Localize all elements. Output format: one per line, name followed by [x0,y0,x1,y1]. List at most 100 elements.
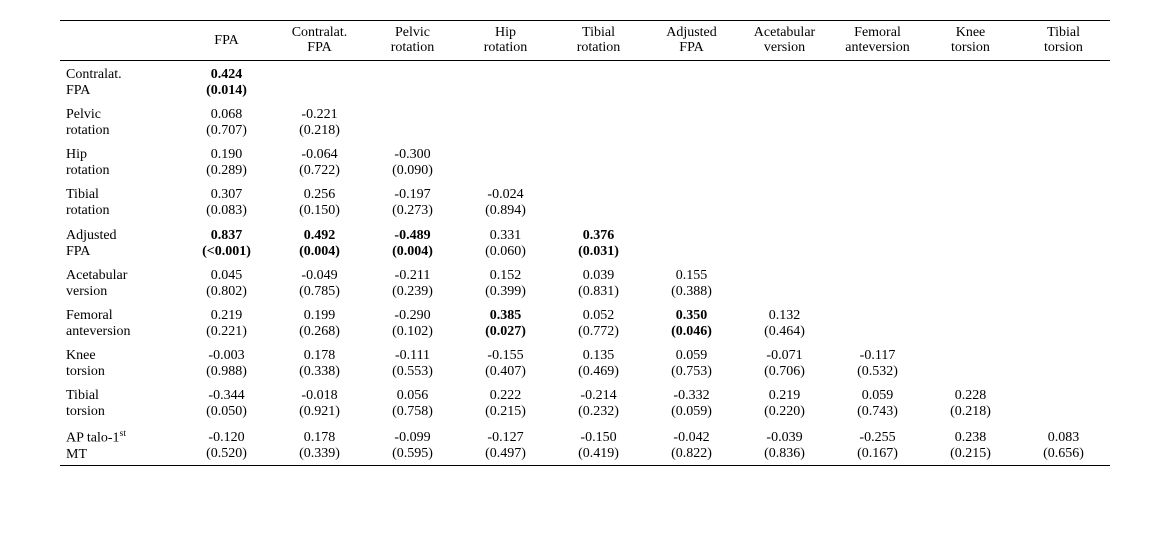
cell-p: (0.831) [556,284,641,300]
cell: 0.132(0.464) [738,302,831,342]
cell: 0.222(0.215) [459,382,552,422]
cell-p: (0.656) [1021,446,1106,462]
cell-p: (0.218) [928,404,1013,420]
col-header: Pelvicrotation [366,21,459,61]
cell-r: -0.039 [766,430,802,445]
cell-p: (0.050) [184,404,269,420]
cell-r: 0.228 [955,388,987,403]
row-label: Femoralanteversion [60,302,180,342]
cell: -0.120(0.520) [180,422,273,465]
cell [924,101,1017,141]
cell-p: (0.758) [370,404,455,420]
cell-p: (0.027) [463,324,548,340]
cell: -0.290(0.102) [366,302,459,342]
col-header: Femoralanteversion [831,21,924,61]
cell-p: (0.215) [463,404,548,420]
cell-r: -0.300 [394,147,430,162]
table-row: Kneetorsion-0.003(0.988)0.178(0.338)-0.1… [60,342,1110,382]
cell-p: (0.273) [370,203,455,219]
row-label: Contralat.FPA [60,60,180,101]
cell-r: -0.150 [580,430,616,445]
cell-r: 0.350 [676,308,708,323]
cell-p: (0.059) [649,404,734,420]
cell [738,222,831,262]
cell-p: (0.595) [370,446,455,462]
cell-r: -0.332 [673,388,709,403]
cell-r: 0.059 [676,348,708,363]
cell-p: (0.836) [742,446,827,462]
cell: -0.071(0.706) [738,342,831,382]
cell: 0.228(0.218) [924,382,1017,422]
cell-p: (0.743) [835,404,920,420]
table-body: Contralat.FPA0.424(0.014)Pelvicrotation0… [60,60,1110,465]
table-row: Tibialrotation0.307(0.083)0.256(0.150)-0… [60,181,1110,221]
cell-p: (0.822) [649,446,734,462]
cell-p: (0.014) [184,83,269,99]
table-row: AP talo-1stMT-0.120(0.520)0.178(0.339)-0… [60,422,1110,465]
cell-r: -0.221 [301,107,337,122]
cell [459,101,552,141]
cell-r: -0.003 [208,348,244,363]
cell: 0.492(0.004) [273,222,366,262]
row-label: Hiprotation [60,141,180,181]
cell-r: -0.018 [301,388,337,403]
row-label: Acetabularversion [60,262,180,302]
cell: -0.003(0.988) [180,342,273,382]
col-header: Kneetorsion [924,21,1017,61]
cell-p: (0.988) [184,364,269,380]
cell-p: (0.520) [184,446,269,462]
cell-p: (0.218) [277,123,362,139]
cell-r: 0.385 [490,308,522,323]
cell: 0.039(0.831) [552,262,645,302]
cell [552,101,645,141]
cell-r: 0.199 [304,308,336,323]
row-label: AdjustedFPA [60,222,180,262]
header-empty [60,21,180,61]
cell-p: (0.753) [649,364,734,380]
cell: 0.199(0.268) [273,302,366,342]
cell-p: (0.004) [370,244,455,260]
cell-p: (0.532) [835,364,920,380]
cell [645,141,738,181]
cell [738,101,831,141]
cell [366,60,459,101]
cell: 0.178(0.339) [273,422,366,465]
cell [924,60,1017,101]
cell-r: 0.219 [769,388,801,403]
table-row: AdjustedFPA0.837(<0.001)0.492(0.004)-0.4… [60,222,1110,262]
cell: -0.049(0.785) [273,262,366,302]
cell-r: -0.099 [394,430,430,445]
cell: -0.489(0.004) [366,222,459,262]
cell-p: (0.399) [463,284,548,300]
cell-r: -0.127 [487,430,523,445]
cell [1017,141,1110,181]
cell [924,262,1017,302]
cell-p: (0.894) [463,203,548,219]
cell-r: -0.290 [394,308,430,323]
cell-p: (0.004) [277,244,362,260]
row-label: Tibialrotation [60,181,180,221]
cell: -0.344(0.050) [180,382,273,422]
cell: -0.300(0.090) [366,141,459,181]
cell: -0.111(0.553) [366,342,459,382]
cell-p: (0.150) [277,203,362,219]
cell [1017,262,1110,302]
cell: -0.018(0.921) [273,382,366,422]
cell-r: -0.211 [395,268,431,283]
cell-r: -0.064 [301,147,337,162]
cell-p: (0.921) [277,404,362,420]
cell-p: (0.388) [649,284,734,300]
cell: 0.385(0.027) [459,302,552,342]
correlation-table: FPAContralat.FPAPelvicrotationHiprotatio… [60,20,1110,466]
cell-p: (0.706) [742,364,827,380]
cell: -0.150(0.419) [552,422,645,465]
cell-r: 0.492 [304,228,336,243]
cell-r: -0.155 [487,348,523,363]
cell [1017,222,1110,262]
cell: 0.256(0.150) [273,181,366,221]
cell [738,141,831,181]
cell: 0.350(0.046) [645,302,738,342]
cell: 0.155(0.388) [645,262,738,302]
cell-r: 0.178 [304,348,336,363]
cell-r: 0.424 [211,67,243,82]
